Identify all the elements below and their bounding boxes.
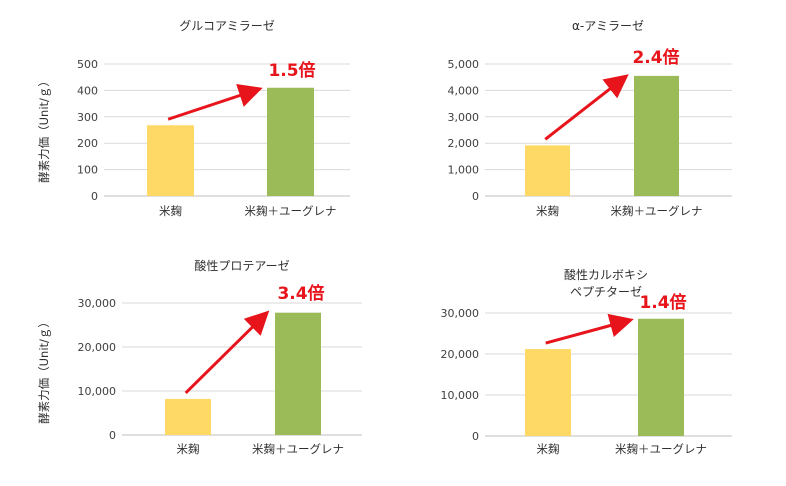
y-tick-label: 10,000 [78, 385, 117, 398]
y-tick-label: 3,000 [448, 111, 480, 124]
bar-rice-koji [165, 398, 211, 435]
y-tick-label: 500 [77, 58, 98, 71]
y-tick-label: 20,000 [441, 348, 480, 361]
bar-rice-koji-euglena [267, 87, 314, 196]
bar-rice-koji-euglena [275, 312, 321, 435]
increase-arrow [544, 74, 629, 141]
multiplier-annotation: 3.4倍 [277, 283, 324, 304]
multiplier-annotation: 1.5倍 [268, 60, 315, 81]
x-category-label: 米麹 [536, 204, 559, 218]
multiplier-annotation: 2.4倍 [632, 47, 679, 68]
y-tick-label: 400 [77, 84, 98, 97]
chart-panel-3: 酸性プロテアーゼ 0 10,000 20,000 30,000 米麹 米麹＋ユーグレナ 3.4… [78, 258, 362, 456]
increase-arrow [184, 310, 270, 394]
bar-rice-koji-euglena [634, 75, 679, 196]
chart-panel-2: α-アミラーゼ 0 1,000 2,000 3,000 4,000 5,000 米麹 米麹＋ユー… [448, 19, 732, 218]
x-category-label: 米麹＋ユーグレナ [245, 204, 337, 218]
y-tick-label: 5,000 [448, 58, 480, 71]
bar-rice-koji [525, 349, 571, 436]
bar-rice-koji [525, 145, 570, 196]
y-tick-label: 30,000 [78, 297, 117, 310]
chart-title: 酸性プロテアーゼ [194, 258, 289, 273]
chart-title: グルコアミラーゼ [179, 19, 275, 33]
x-category-label: 米麹＋ユーグレナ [252, 442, 344, 456]
y-tick-label: 200 [77, 137, 98, 150]
y-tick-label: 30,000 [441, 307, 480, 320]
x-category-label: 米麹 [159, 204, 182, 218]
increase-arrow [545, 313, 634, 345]
y-axis-label-top: 酵素力価（Unit/ｇ） [37, 75, 51, 183]
chart-panel-1: グルコアミラーゼ 0 100 200 300 400 500 米麹 米麹＋ユーグレナ 1.5倍 [77, 19, 350, 218]
y-tick-label: 2,000 [448, 137, 480, 150]
y-tick-label: 300 [77, 111, 98, 124]
chart-title: 酸性カルボキシ [564, 267, 648, 282]
x-category-label: 米麹＋ユーグレナ [615, 442, 707, 456]
y-tick-label: 100 [77, 164, 98, 177]
y-tick-label: 4,000 [448, 84, 480, 97]
x-category-label: 米麹 [177, 442, 200, 456]
bar-rice-koji-euglena [638, 318, 684, 436]
y-tick-label: 10,000 [441, 389, 480, 402]
y-tick-label: 0 [109, 429, 116, 442]
y-tick-label: 0 [472, 190, 479, 203]
bar-rice-koji [147, 125, 194, 196]
y-tick-label: 0 [91, 190, 98, 203]
increase-arrow [167, 84, 263, 121]
multiplier-annotation: 1.4倍 [639, 292, 686, 313]
y-tick-label: 1,000 [448, 164, 480, 177]
chart-title: ペプチターゼ [570, 285, 642, 299]
x-category-label: 米麹 [537, 442, 560, 456]
x-category-label: 米麹＋ユーグレナ [611, 204, 703, 218]
y-tick-label: 20,000 [78, 341, 117, 354]
y-tick-label: 0 [472, 430, 479, 443]
chart-title: α-アミラーゼ [572, 19, 644, 33]
y-axis-label-bottom: 酵素力価（Unit/ｇ） [37, 316, 51, 424]
